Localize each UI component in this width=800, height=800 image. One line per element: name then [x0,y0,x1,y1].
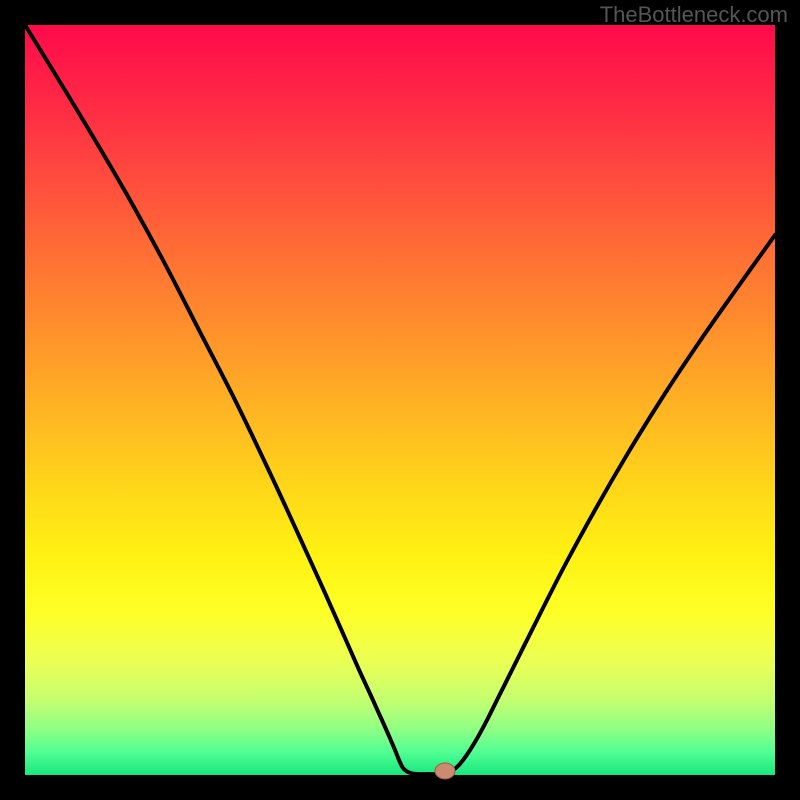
optimal-point-marker [435,763,455,779]
chart-overlay [0,0,800,800]
chart-container: TheBottleneck.com [0,0,800,800]
watermark-text: TheBottleneck.com [600,2,788,28]
bottleneck-curve [25,25,775,774]
